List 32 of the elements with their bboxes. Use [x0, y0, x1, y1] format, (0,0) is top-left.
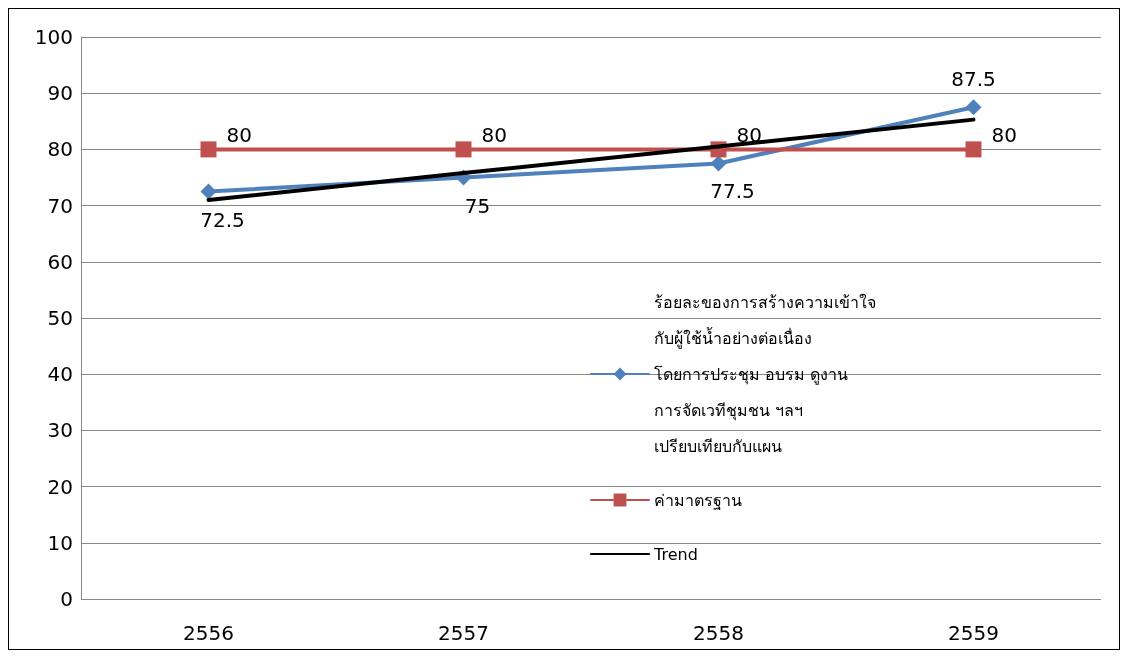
y-tick-label: 60: [47, 249, 73, 274]
data-label: 80: [991, 123, 1017, 148]
point: [710, 155, 727, 172]
point: [200, 141, 217, 158]
y-tick-label: 90: [47, 81, 73, 106]
x-tick-label: 2556: [183, 621, 234, 645]
legend-label: Trend: [653, 544, 698, 564]
data-label: 72.5: [200, 207, 245, 232]
point: [455, 141, 472, 158]
y-tick-label: 10: [47, 530, 73, 555]
point: [200, 183, 217, 200]
y-tick-label: 100: [34, 25, 73, 49]
y-tick-label: 0: [60, 587, 73, 611]
data-label: 75: [464, 193, 491, 218]
y-tick-label: 20: [47, 474, 73, 499]
point: [965, 141, 982, 158]
x-tick-label: 2559: [948, 621, 999, 645]
y-tick-label: 30: [47, 418, 73, 443]
data-label: 80: [481, 123, 507, 148]
y-tick-label: 80: [47, 137, 73, 162]
y-tick-label: 70: [47, 193, 73, 218]
y-tick-label: 50: [47, 306, 73, 330]
data-label: 80: [226, 123, 252, 148]
legend-label: ค่ามาตรฐาน: [654, 490, 742, 510]
y-tick-label: 40: [47, 362, 73, 387]
x-tick-label: 2557: [438, 621, 489, 645]
point: [965, 99, 982, 116]
legend-label: ร้อยละของการสร้างความเข้าใจกับผู้ใช้น้ำอย่างต่อเนื่อง โดยการประชุม อบรม ดูงาน การจัดเวทีชุมชน ฯลฯ เปรียบเทียบกับแผน: [654, 292, 876, 456]
x-tick-label: 2558: [693, 621, 744, 645]
data-label: 87.5: [951, 67, 996, 92]
data-label: 80: [736, 123, 762, 148]
data-label: 77.5: [710, 179, 755, 204]
